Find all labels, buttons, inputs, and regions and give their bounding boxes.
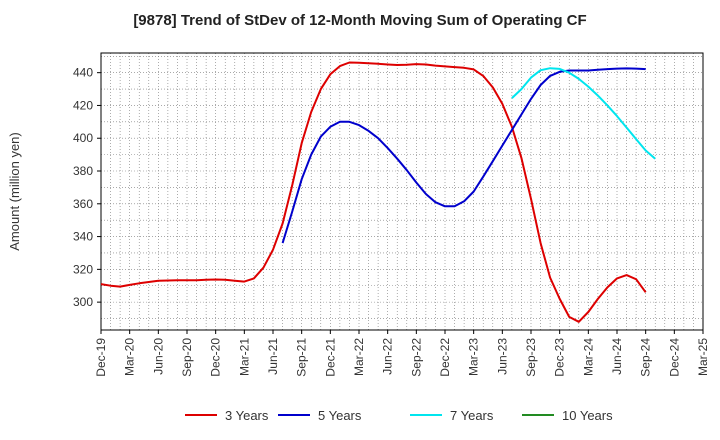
- x-tick-label: Dec-23: [553, 338, 567, 377]
- chart-title: [9878] Trend of StDev of 12-Month Moving…: [133, 12, 587, 29]
- x-tick-label: Jun-24: [610, 338, 624, 375]
- legend-label-5-years: 5 Years: [318, 408, 362, 423]
- y-tick-label: 320: [73, 262, 93, 276]
- series-line-5-years: [281, 67, 646, 244]
- x-tick-label: Mar-22: [352, 338, 366, 376]
- x-tick-label: Dec-19: [94, 338, 108, 377]
- x-tick-label: Jun-21: [266, 338, 280, 375]
- x-tick-label: Dec-22: [438, 338, 452, 377]
- y-tick-label: 340: [73, 230, 93, 244]
- y-tick-label: 440: [73, 66, 93, 80]
- legend-label-7-years: 7 Years: [450, 408, 494, 423]
- grid-layer: [100, 53, 704, 330]
- x-tick-label: Sep-24: [639, 338, 653, 377]
- legend: 3 Years 5 Years 7 Years 10 Years: [185, 408, 613, 423]
- series-line-3-years: [100, 61, 647, 323]
- x-tick-label: Sep-23: [524, 338, 538, 377]
- x-axis: Dec-19 Mar-20 Jun-20 Sep-20 Dec-20 Mar-21 Jun-…: [94, 330, 710, 377]
- series-layer: [100, 61, 656, 323]
- x-tick-label: Jun-20: [151, 338, 165, 375]
- series-line-7-years: [511, 67, 656, 160]
- y-axis: 300 320 340 360 380 400 420 440: [73, 66, 101, 309]
- legend-label-3-years: 3 Years: [225, 408, 269, 423]
- x-tick-label: Mar-24: [581, 338, 595, 376]
- x-tick-label: Sep-22: [409, 338, 423, 377]
- plot-frame: [100, 52, 704, 331]
- x-tick-label: Mar-20: [123, 338, 137, 376]
- y-tick-label: 420: [73, 98, 93, 112]
- y-tick-label: 400: [73, 131, 93, 145]
- x-tick-label: Sep-20: [180, 338, 194, 377]
- x-tick-label: Sep-21: [295, 338, 309, 377]
- x-tick-label: Mar-25: [696, 338, 710, 376]
- x-tick-label: Dec-20: [209, 338, 223, 377]
- x-tick-label: Jun-22: [381, 338, 395, 375]
- legend-label-10-years: 10 Years: [562, 408, 613, 423]
- x-tick-label: Mar-21: [237, 338, 251, 376]
- y-axis-label: Amount (million yen): [7, 132, 22, 251]
- y-tick-label: 380: [73, 164, 93, 178]
- y-tick-label: 300: [73, 295, 93, 309]
- x-tick-label: Dec-21: [323, 338, 337, 377]
- x-tick-label: Jun-23: [495, 338, 509, 375]
- x-tick-label: Dec-24: [667, 338, 681, 377]
- y-tick-label: 360: [73, 197, 93, 211]
- x-tick-label: Mar-23: [467, 338, 481, 376]
